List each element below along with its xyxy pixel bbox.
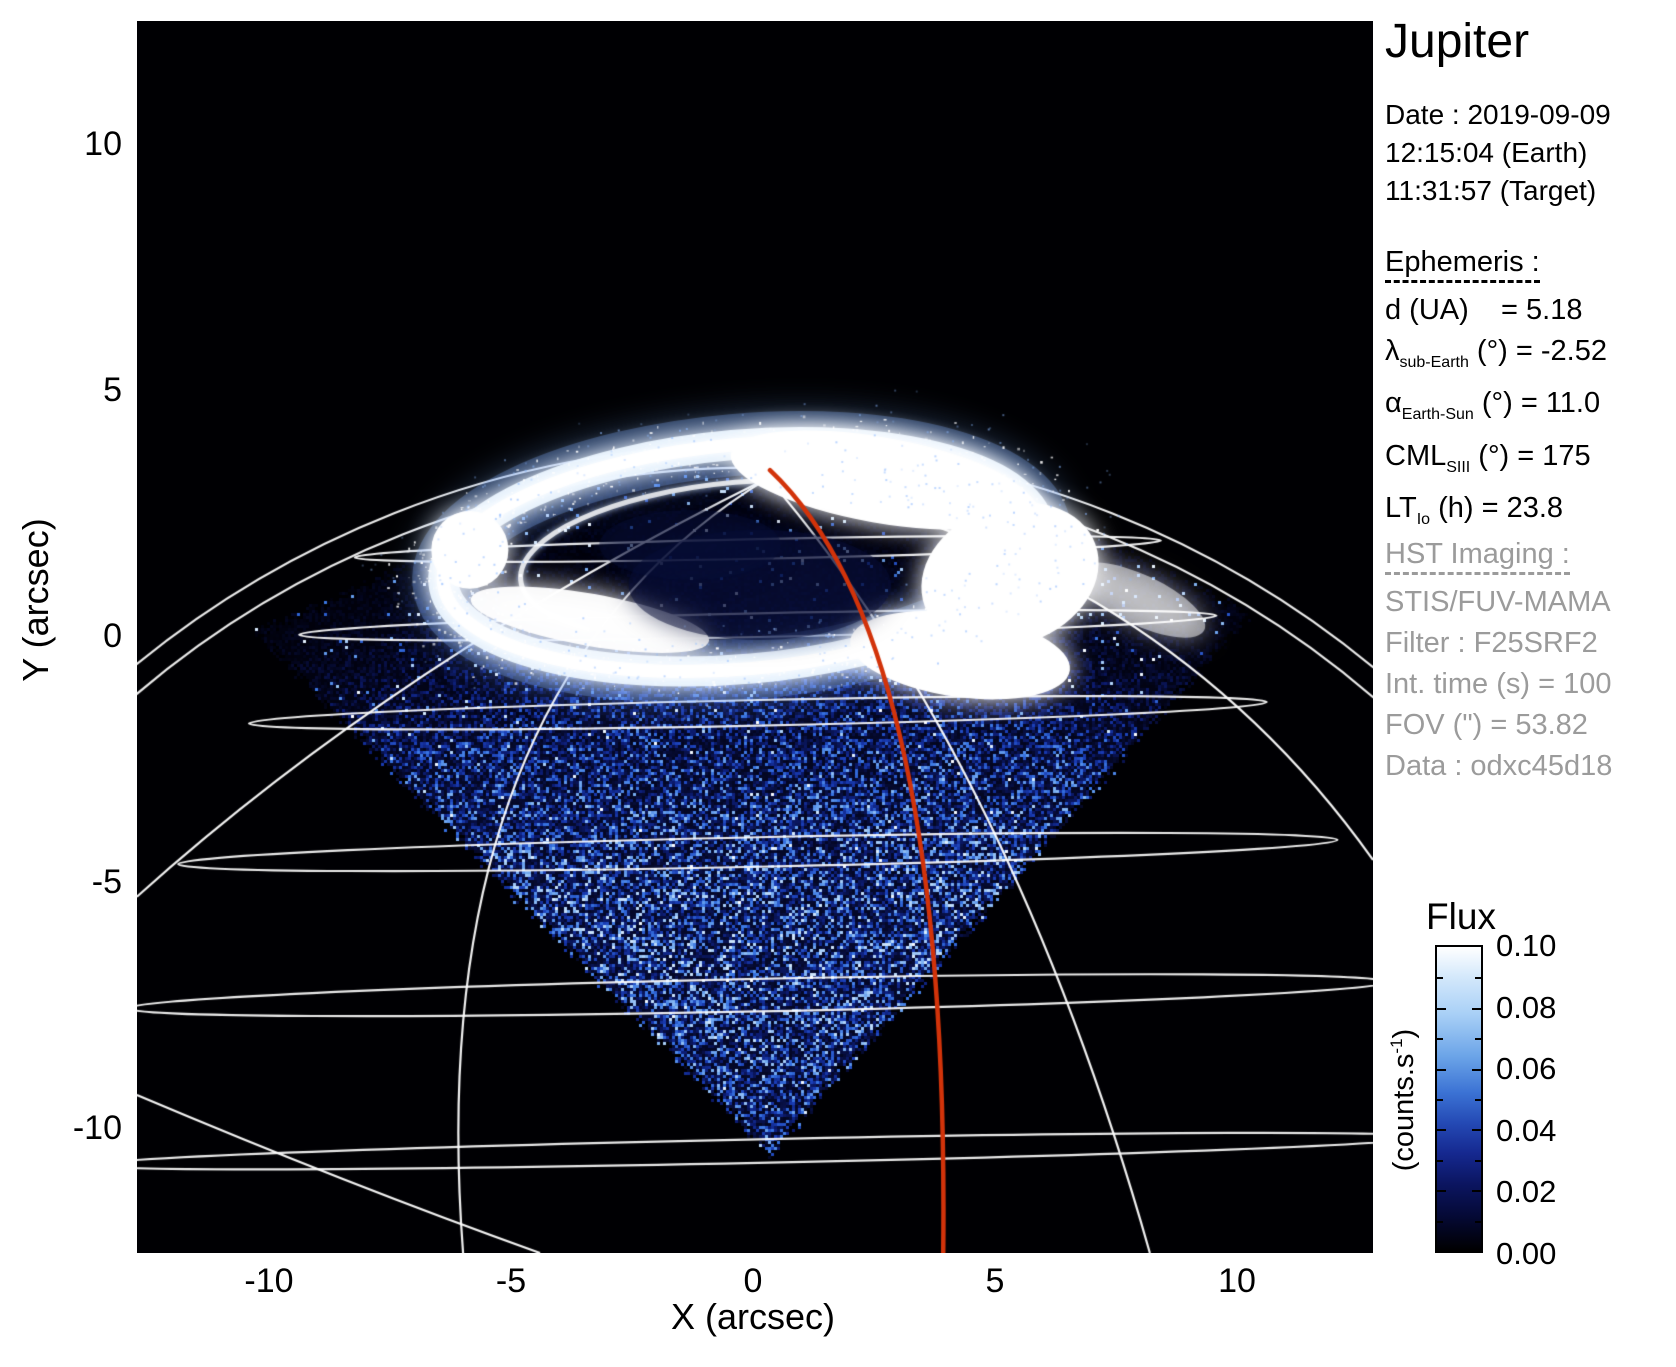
ephemeris-heading: Ephemeris : bbox=[1385, 246, 1540, 283]
hst-imaging-heading: HST Imaging : bbox=[1385, 538, 1570, 575]
observation-datetime: Date : 2019-09-09 12:15:04 (Earth) 11:31:5… bbox=[1385, 96, 1611, 210]
hst-info-line: Data : odxc45d18 bbox=[1385, 750, 1613, 782]
colorbar-tick bbox=[1437, 1038, 1443, 1041]
hst-info-line: STIS/FUV-MAMA bbox=[1385, 586, 1611, 618]
colorbar-tick-label: 0.02 bbox=[1496, 1174, 1557, 1210]
colorbar-tick bbox=[1437, 1190, 1446, 1193]
colorbar-tick bbox=[1475, 1159, 1481, 1162]
ephemeris-row: LTIo (h) = 23.8 bbox=[1385, 492, 1564, 528]
x-axis-title: X (arcsec) bbox=[670, 1296, 836, 1337]
colorbar-tick bbox=[1475, 1099, 1481, 1101]
colorbar-tick-label: 0.08 bbox=[1496, 989, 1557, 1025]
ephemeris-row: CMLSIII (°) = 175 bbox=[1385, 439, 1591, 476]
colorbar-tick-label: 0.00 bbox=[1496, 1236, 1557, 1271]
colorbar-tick bbox=[1472, 1129, 1481, 1132]
colorbar-tick bbox=[1437, 977, 1443, 980]
x-tick-label: 5 bbox=[985, 1262, 1005, 1300]
colorbar-tick bbox=[1437, 1099, 1443, 1101]
hst-info-line: Filter : F25SRF2 bbox=[1385, 627, 1598, 659]
ephemeris-table: d (UA) = 5.18 λsub-Earth (°) = -2.52 αEart… bbox=[1385, 290, 1607, 541]
colorbar-tick-label: 0.10 bbox=[1496, 928, 1557, 963]
colorbar-tick bbox=[1437, 1159, 1443, 1162]
colorbar-unit-label: (counts.s-1) bbox=[1387, 1028, 1420, 1172]
y-tick-label: 10 bbox=[84, 125, 122, 163]
ephemeris-row: d (UA) = 5.18 bbox=[1385, 294, 1583, 326]
y-tick-label: 5 bbox=[103, 371, 122, 409]
y-tick-label: -5 bbox=[91, 863, 122, 901]
ephemeris-row: λsub-Earth (°) = -2.52 bbox=[1385, 334, 1607, 371]
datetime-line: 11:31:57 (Target) bbox=[1385, 175, 1597, 206]
x-tick-label: 10 bbox=[1218, 1262, 1256, 1300]
hst-imaging-info: STIS/FUV-MAMA Filter : F25SRF2 Int. time (… bbox=[1385, 582, 1612, 787]
hst-info-line: FOV (") = 53.82 bbox=[1385, 709, 1588, 741]
colorbar-tick bbox=[1437, 1068, 1446, 1071]
colorbar-tick-label: 0.06 bbox=[1496, 1051, 1557, 1087]
x-tick-label: -10 bbox=[244, 1262, 294, 1300]
colorbar bbox=[1435, 945, 1483, 1253]
y-tick-label: -10 bbox=[72, 1109, 122, 1147]
colorbar-tick bbox=[1472, 1068, 1481, 1071]
colorbar-tick bbox=[1475, 1220, 1481, 1223]
colorbar-tick bbox=[1437, 1129, 1446, 1132]
plot-area bbox=[137, 21, 1373, 1253]
colorbar-tick bbox=[1437, 1007, 1446, 1010]
y-axis-title: Y (arcsec) bbox=[15, 518, 56, 682]
ephemeris-row: αEarth-Sun (°) = 11.0 bbox=[1385, 387, 1601, 423]
datetime-line: Date : 2019-09-09 bbox=[1385, 99, 1611, 130]
jupiter-fuv-image-canvas bbox=[137, 21, 1373, 1253]
colorbar-tick-label: 0.04 bbox=[1496, 1112, 1557, 1148]
colorbar-tick bbox=[1472, 1190, 1481, 1193]
hst-info-line: Int. time (s) = 100 bbox=[1385, 668, 1612, 700]
y-tick-label: 0 bbox=[103, 617, 122, 655]
colorbar-title: Flux bbox=[1426, 896, 1496, 937]
datetime-line: 12:15:04 (Earth) bbox=[1385, 137, 1588, 168]
x-tick-label: -5 bbox=[495, 1262, 527, 1300]
colorbar-tick bbox=[1472, 1007, 1481, 1010]
colorbar-tick bbox=[1475, 977, 1481, 980]
colorbar-tick bbox=[1437, 1220, 1443, 1223]
colorbar-tick bbox=[1475, 1038, 1481, 1041]
figure-title: Jupiter bbox=[1385, 15, 1530, 68]
x-tick-label: 0 bbox=[743, 1262, 763, 1300]
